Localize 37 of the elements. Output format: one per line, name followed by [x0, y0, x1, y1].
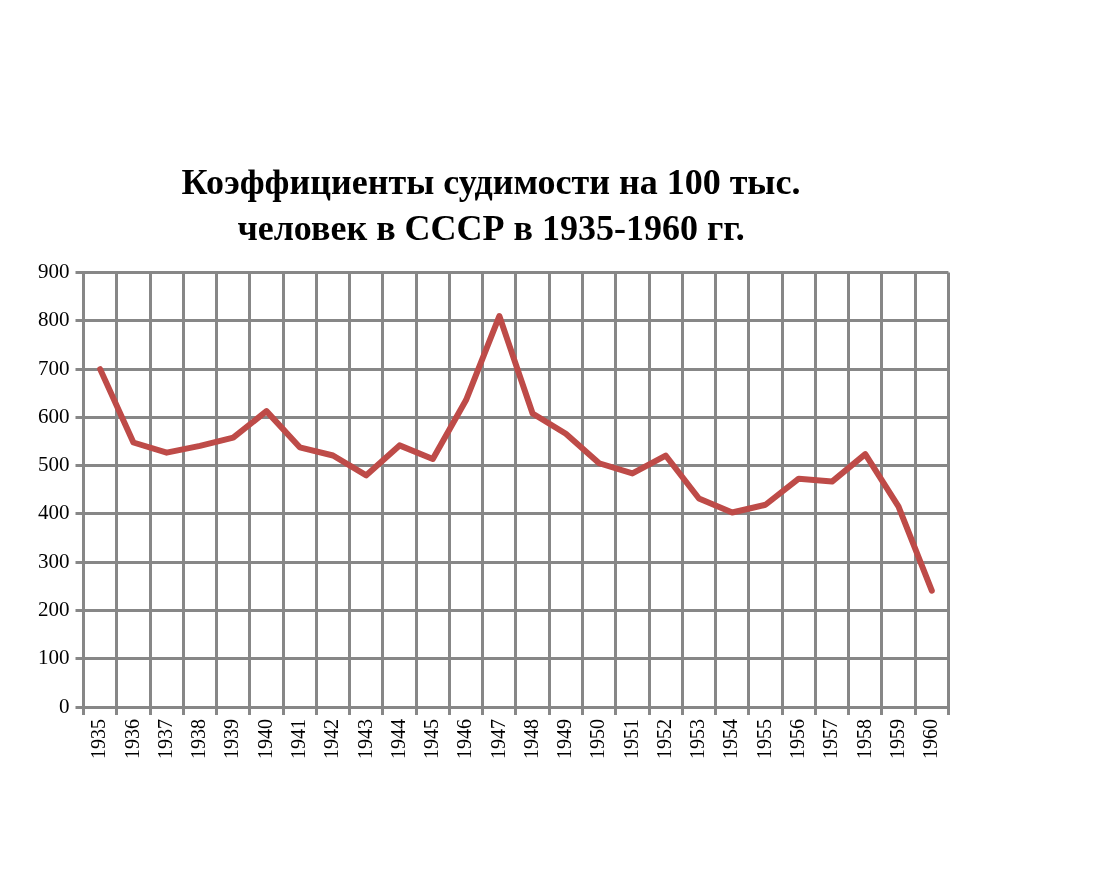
x-tick-label: 1952: [652, 719, 675, 759]
x-tick-label: 1949: [553, 719, 576, 759]
y-tick-label: 800: [38, 307, 70, 332]
y-tick-label: 600: [38, 403, 70, 428]
x-tick-label: 1954: [719, 719, 742, 759]
y-tick-label: 900: [38, 259, 70, 284]
y-tick-label: 500: [38, 452, 70, 477]
x-tick-label: 1955: [752, 719, 775, 759]
x-tick-label: 1946: [453, 719, 476, 759]
x-tick-label: 1960: [919, 719, 942, 759]
x-tick-label: 1944: [386, 719, 409, 759]
x-tick-label: 1938: [187, 719, 210, 759]
x-tick-label: 1956: [785, 719, 808, 759]
y-tick-label: 100: [38, 645, 70, 670]
x-tick-label: 1937: [153, 719, 176, 759]
chart-title: Коэффициенты судимости на 100 тыс. человек в СССР в 1935-1960 гг.: [181, 161, 801, 249]
x-tick-label: 1940: [253, 719, 276, 759]
x-tick-label: 1959: [885, 719, 908, 759]
y-tick-label: 700: [38, 355, 70, 380]
x-tick-label: 1947: [486, 719, 509, 759]
x-tick-label: 1948: [519, 719, 542, 759]
x-tick-label: 1945: [420, 719, 443, 759]
x-tick-label: 1953: [686, 719, 709, 759]
x-tick-label: 1943: [353, 719, 376, 759]
y-tick-label: 200: [38, 596, 70, 621]
x-tick-label: 1942: [320, 719, 343, 759]
x-tick-label: 1951: [619, 719, 642, 759]
x-tick-label: 1957: [819, 719, 842, 759]
x-tick-label: 1935: [87, 719, 110, 759]
y-tick-label: 300: [38, 548, 70, 573]
x-tick-label: 1939: [220, 719, 243, 759]
y-tick-label: 0: [59, 693, 70, 718]
x-tick-label: 1950: [586, 719, 609, 759]
y-tick-label: 400: [38, 500, 70, 525]
x-tick-label: 1958: [852, 719, 875, 759]
x-tick-label: 1941: [286, 719, 309, 759]
x-tick-label: 1936: [120, 719, 143, 759]
